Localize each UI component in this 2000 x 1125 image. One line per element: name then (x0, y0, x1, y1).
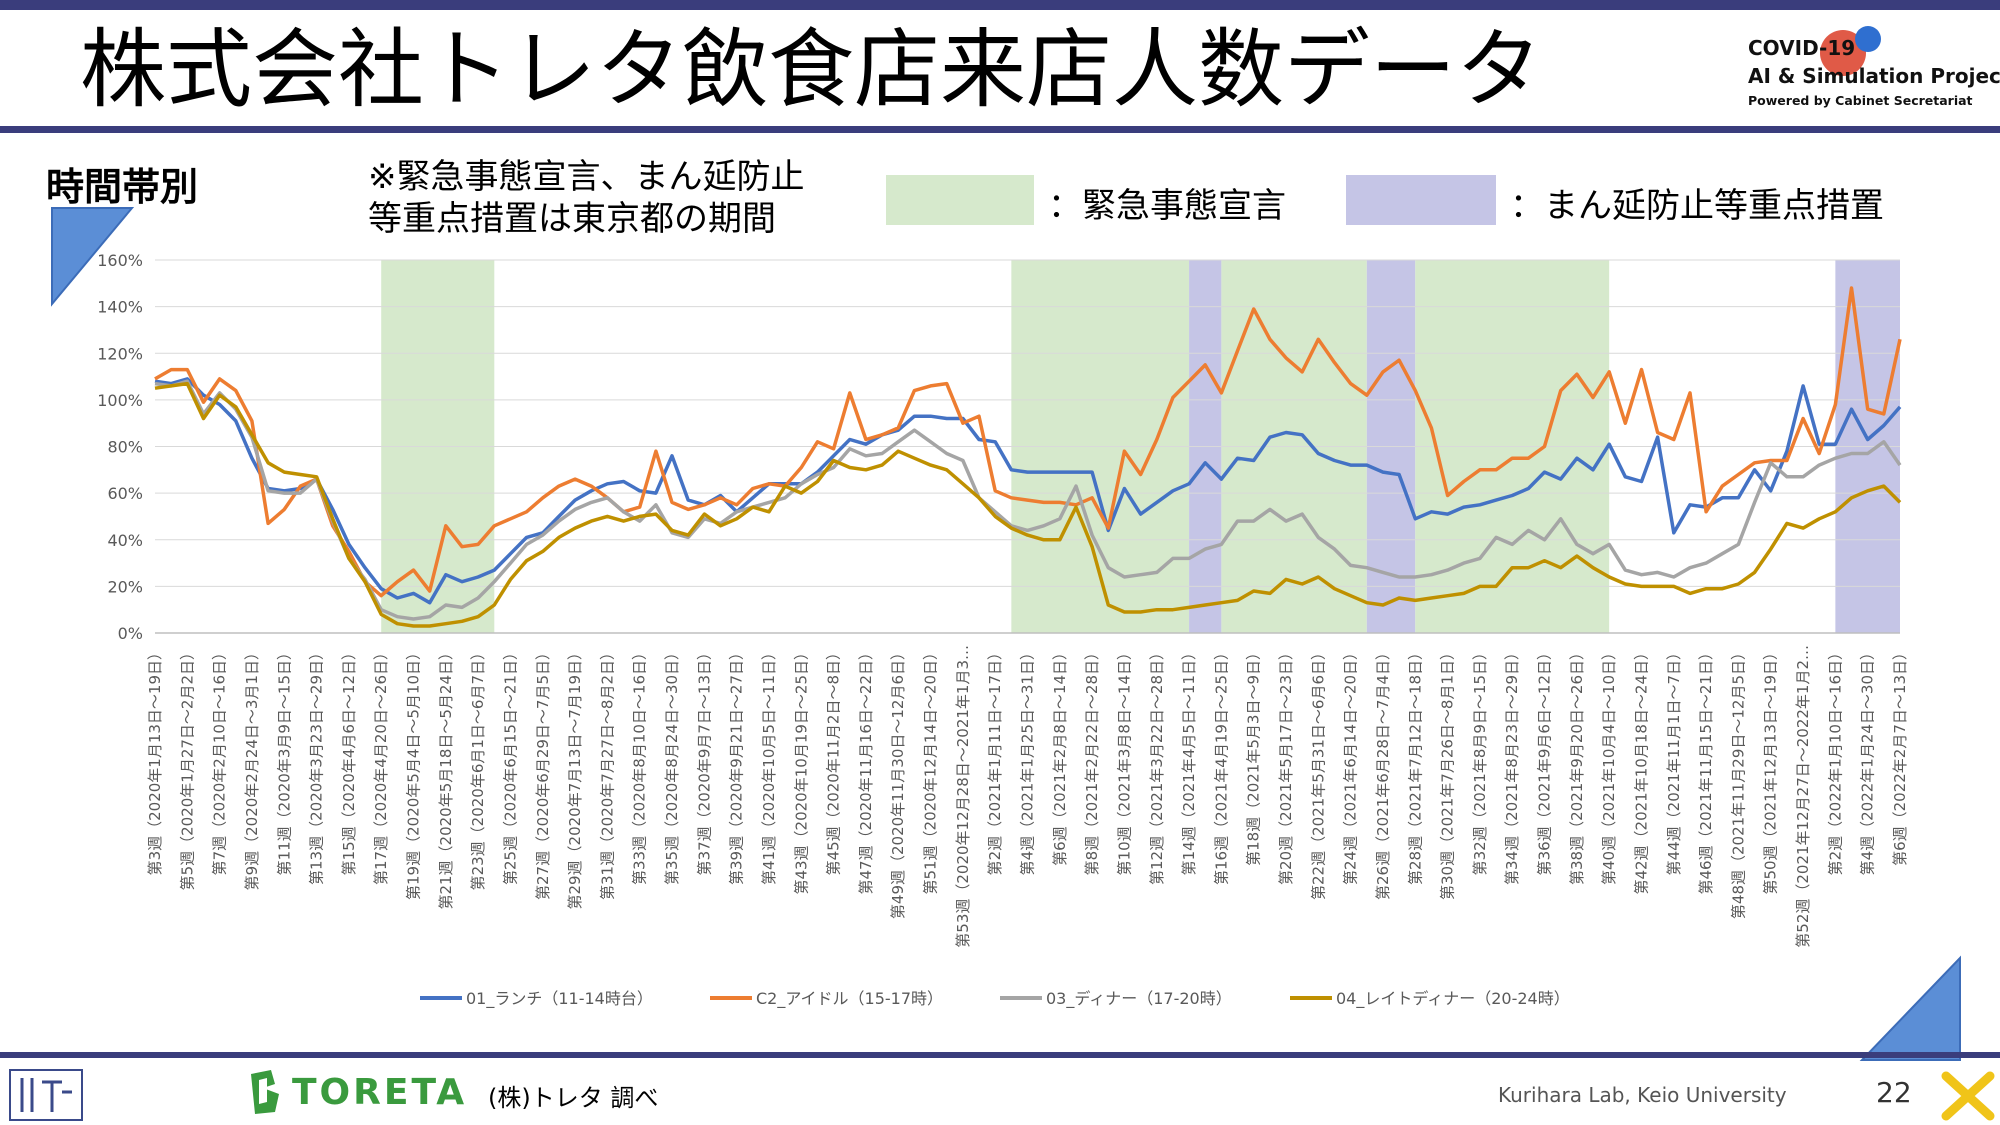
x-tick-label: 第8週（2021年2月22日～28日） (1083, 645, 1101, 875)
x-tick-label: 第32週（2021年8月9日～15日） (1471, 645, 1489, 875)
note-line1: ※緊急事態宣言、まん延防止 (368, 157, 805, 197)
x-tick-label: 第31週（2020年7月27日～8月2日） (598, 645, 616, 900)
toreta-leaf-icon (251, 1070, 279, 1114)
y-tick-label: 60% (107, 484, 143, 503)
x-tick-label: 第16週（2021年4月19日～25日） (1212, 645, 1230, 885)
page-number: 22 (1876, 1076, 1912, 1109)
y-tick-label: 120% (97, 344, 143, 363)
x-tick-label: 第48週（2021年11月29日～12月5日） (1729, 645, 1747, 919)
x-tick-label: 第44週（2021年11月1日～7日） (1665, 645, 1683, 875)
x-tick-label: 第12週（2021年3月22日～28日） (1148, 645, 1166, 885)
x-mark-icon (1941, 1071, 1995, 1121)
x-tick-label: 第42週（2021年10月18日～24日） (1632, 645, 1650, 895)
x-tick-label: 第37週（2020年9月7日～13日） (695, 645, 713, 875)
x-tick-label: 第29週（2020年7月13日～7月19日） (566, 645, 584, 910)
logo-blue-circle (1855, 26, 1881, 52)
lab-credit: Kurihara Lab, Keio University (1498, 1083, 1787, 1107)
x-tick-label: 第9週（2020年2月24日～3月1日） (243, 645, 261, 890)
semi-emergency-key-swatch (1346, 175, 1496, 225)
x-tick-label: 第13週（2020年3月23日～29日） (308, 645, 326, 885)
x-tick-label: 第2週（2022年1月10日～16日） (1826, 645, 1844, 875)
x-tick-label: 第4週（2022年1月24日～30日） (1859, 645, 1877, 875)
header-rule (0, 126, 2000, 133)
legend-label: 04_レイトディナー（20-24時） (1336, 989, 1570, 1009)
y-tick-label: 100% (97, 391, 143, 410)
x-tick-label: 第34週（2021年8月23日～29日） (1503, 645, 1521, 885)
x-tick-label: 第5週（2020年1月27日～2月2日） (178, 645, 196, 890)
corner-deco-bottom-right (1859, 955, 1961, 1061)
emergency-key-label: ：緊急事態宣言 (1048, 186, 1286, 226)
covid-project-logo: COVID-19 AI & Simulation Project Powered… (1748, 36, 2000, 116)
x-tick-label: 第52週（2021年12月27日～2022年1月2… (1794, 645, 1812, 948)
x-tick-label: 第27週（2020年6月29日～7月5日） (534, 645, 552, 900)
x-tick-label: 第51週（2020年12月14日～20日） (922, 645, 940, 895)
x-tick-label: 第19週（2020年5月4日～5月10日） (405, 645, 423, 900)
legend-label: C2_アイドル（15-17時） (756, 989, 943, 1009)
x-tick-label: 第33週（2020年8月10日～16日） (631, 645, 649, 885)
x-tick-label: 第3週（2020年1月13日～19日） (146, 645, 164, 875)
x-tick-label: 第6週（2022年2月7日～13日） (1891, 645, 1909, 866)
logo-line2: AI & Simulation Project (1748, 64, 2000, 88)
top-rule (0, 0, 2000, 10)
toreta-brand: TORETA (292, 1072, 468, 1113)
footer-rule (0, 1052, 2000, 1058)
x-tick-label: 第10週（2021年3月8日～14日） (1115, 645, 1133, 875)
x-tick-label: 第39週（2020年9月21日～27日） (728, 645, 746, 885)
x-tick-label: 第17週（2020年4月20日～26日） (372, 645, 390, 885)
y-tick-label: 20% (107, 577, 143, 596)
legend-label: 01_ランチ（11-14時台） (466, 989, 653, 1009)
y-tick-label: 80% (107, 438, 143, 457)
logo-line1: COVID-19 (1748, 36, 1856, 60)
x-tick-label: 第45週（2020年11月2日～8日） (825, 645, 843, 875)
x-tick-label: 第26週（2021年6月28日～7月4日） (1374, 645, 1392, 900)
y-tick-label: 140% (97, 298, 143, 317)
emergency-key-swatch (886, 175, 1034, 225)
y-tick-label: 40% (107, 531, 143, 550)
x-tick-label: 第14週（2021年4月5日～11日） (1180, 645, 1198, 875)
note-line2: 等重点措置は東京都の期間 (368, 199, 776, 239)
x-tick-label: 第30週（2021年7月26日～8月1日） (1439, 645, 1457, 900)
x-tick-label: 第22週（2021年5月31日～6月6日） (1309, 645, 1327, 900)
period-note: ※緊急事態宣言、まん延防止 等重点措置は東京都の期間 (368, 156, 805, 240)
x-tick-label: 第2週（2021年1月11日～17日） (986, 645, 1004, 875)
x-tick-label: 第36週（2021年9月6日～12日） (1536, 645, 1554, 875)
x-tick-label: 第21週（2020年5月18日～5月24日） (437, 645, 455, 910)
series-line-1 (154, 377, 1902, 605)
x-tick-label: 第25週（2020年6月15日～21日） (501, 645, 519, 885)
x-tick-label: 第28週（2021年7月12日～18日） (1406, 645, 1424, 885)
logo-line3: Powered by Cabinet Secretariat (1748, 93, 1973, 108)
x-tick-label: 第24週（2021年6月14日～20日） (1342, 645, 1360, 885)
series-line-4 (154, 381, 1902, 628)
x-tick-label: 第38週（2021年9月20日～26日） (1568, 645, 1586, 885)
legend-label: 03_ディナー（17-20時） (1046, 989, 1232, 1009)
x-tick-label: 第47週（2020年11月16日～22日） (857, 645, 875, 895)
x-tick-label: 第41週（2020年10月5日～11日） (760, 645, 778, 885)
x-tick-label: 第43週（2020年10月19日～25日） (792, 645, 810, 895)
x-tick-label: 第6週（2021年2月8日～14日） (1051, 645, 1069, 866)
x-tick-label: 第4週（2021年1月25日～31日） (1019, 645, 1037, 875)
keio-lab-icon (9, 1069, 83, 1121)
source-note: (株)トレタ 調べ (488, 1084, 659, 1112)
x-tick-label: 第49週（2020年11月30日～12月6日） (889, 645, 907, 919)
x-tick-label: 第20週（2021年5月17日～23日） (1277, 645, 1295, 885)
page-title: 株式会社トレタ飲食店来店人数データ (80, 20, 1542, 120)
x-tick-label: 第18週（2021年5月3日～9日） (1245, 645, 1263, 866)
y-tick-label: 0% (118, 624, 143, 643)
x-tick-label: 第11週（2020年3月9日～15日） (275, 645, 293, 875)
section-label: 時間帯別 (46, 165, 199, 209)
corner-deco-top-left (51, 207, 135, 307)
x-tick-label: 第53週（2020年12月28日～2021年1月3… (954, 645, 972, 948)
x-tick-label: 第15週（2020年4月6日～12日） (340, 645, 358, 875)
semi-emergency-key-label: ：まん延防止等重点措置 (1510, 186, 1884, 226)
x-tick-label: 第7週（2020年2月10日～16日） (211, 645, 229, 875)
x-tick-label: 第40週（2021年10月4日～10日） (1600, 645, 1618, 885)
x-tick-label: 第50週（2021年12月13日～19日） (1762, 645, 1780, 895)
series-line-2 (154, 286, 1902, 598)
y-tick-label: 160% (97, 251, 143, 270)
x-tick-label: 第23週（2020年6月1日～6月7日） (469, 645, 487, 890)
x-tick-label: 第46週（2021年11月15日～21日） (1697, 645, 1715, 895)
series-line-3 (154, 379, 1902, 621)
x-tick-label: 第35週（2020年8月24日～30日） (663, 645, 681, 885)
